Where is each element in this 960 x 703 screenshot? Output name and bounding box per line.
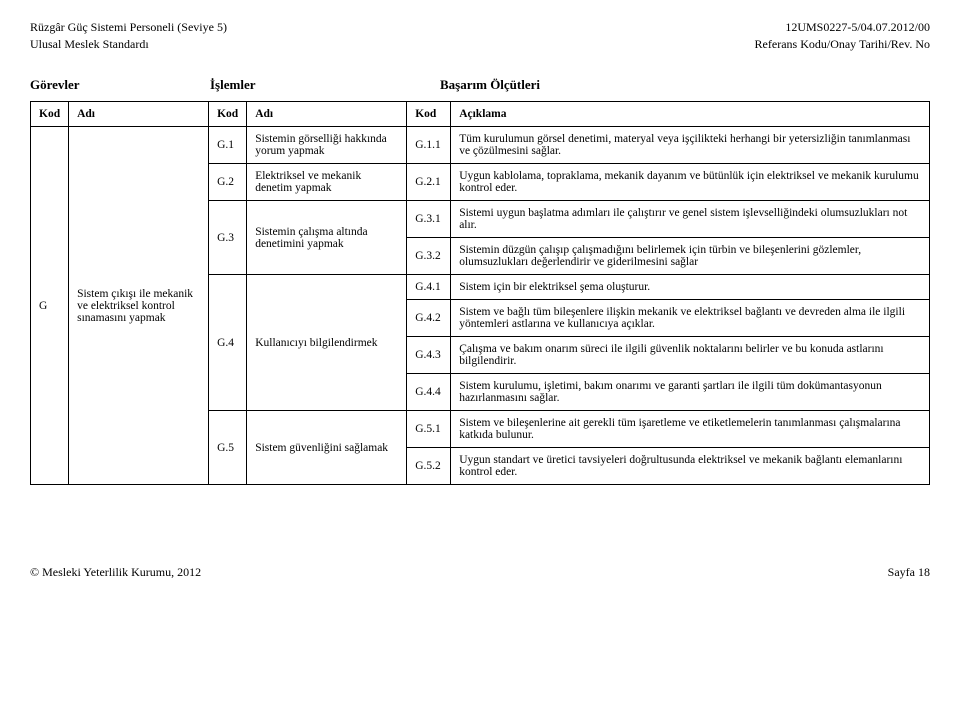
cell-olcu-kod: G.3.2 bbox=[407, 238, 451, 275]
header-left-line1: Rüzgâr Güç Sistemi Personeli (Seviye 5) bbox=[30, 20, 227, 35]
cell-olcu-kod: G.1.1 bbox=[407, 127, 451, 164]
cell-olcu-text: Uygun kablolama, topraklama, mekanik day… bbox=[451, 164, 930, 201]
page-header: Rüzgâr Güç Sistemi Personeli (Seviye 5) … bbox=[30, 20, 930, 52]
heading-islemler: İşlemler bbox=[210, 77, 440, 93]
cell-olcu-kod: G.4.4 bbox=[407, 374, 451, 411]
cell-islem-kod: G.4 bbox=[209, 275, 247, 411]
cell-olcu-text: Tüm kurulumun görsel denetimi, materyal … bbox=[451, 127, 930, 164]
cell-olcu-kod: G.2.1 bbox=[407, 164, 451, 201]
cell-olcu-kod: G.5.1 bbox=[407, 411, 451, 448]
cell-olcu-kod: G.4.1 bbox=[407, 275, 451, 300]
cell-olcu-kod: G.4.2 bbox=[407, 300, 451, 337]
cell-islem-adi: Sistem güvenliğini sağlamak bbox=[247, 411, 407, 485]
header-right-line2: Referans Kodu/Onay Tarihi/Rev. No bbox=[755, 37, 930, 52]
cell-olcu-text: Sistemin düzgün çalışıp çalışmadığını be… bbox=[451, 238, 930, 275]
table-header-row: Kod Adı Kod Adı Kod Açıklama bbox=[31, 102, 930, 127]
cell-islem-adi: Sistemin görselliği hakkında yorum yapma… bbox=[247, 127, 407, 164]
cell-islem-adi: Sistemin çalışma altında denetimini yapm… bbox=[247, 201, 407, 275]
footer-right: Sayfa 18 bbox=[888, 565, 930, 580]
cell-olcu-kod: G.5.2 bbox=[407, 448, 451, 485]
cell-islem-kod: G.1 bbox=[209, 127, 247, 164]
th-adi-2: Adı bbox=[247, 102, 407, 127]
footer-left: © Mesleki Yeterlilik Kurumu, 2012 bbox=[30, 565, 201, 580]
table-row: G Sistem çıkışı ile mekanik ve elektriks… bbox=[31, 127, 930, 164]
criteria-table: Kod Adı Kod Adı Kod Açıklama G Sistem çı… bbox=[30, 101, 930, 485]
th-adi-1: Adı bbox=[69, 102, 209, 127]
page-footer: © Mesleki Yeterlilik Kurumu, 2012 Sayfa … bbox=[30, 565, 930, 580]
cell-islem-kod: G.2 bbox=[209, 164, 247, 201]
cell-olcu-text: Sistem ve bağlı tüm bileşenlere ilişkin … bbox=[451, 300, 930, 337]
th-kod-1: Kod bbox=[31, 102, 69, 127]
heading-basarim: Başarım Ölçütleri bbox=[440, 77, 930, 93]
cell-olcu-text: Uygun standart ve üretici tavsiyeleri do… bbox=[451, 448, 930, 485]
cell-gorev-adi: Sistem çıkışı ile mekanik ve elektriksel… bbox=[69, 127, 209, 485]
cell-islem-adi: Elektriksel ve mekanik denetim yapmak bbox=[247, 164, 407, 201]
cell-islem-kod: G.5 bbox=[209, 411, 247, 485]
header-right-line1: 12UMS0227-5/04.07.2012/00 bbox=[785, 20, 930, 35]
cell-olcu-text: Sistemi uygun başlatma adımları ile çalı… bbox=[451, 201, 930, 238]
cell-islem-adi: Kullanıcıyı bilgilendirmek bbox=[247, 275, 407, 411]
header-left-line2: Ulusal Meslek Standardı bbox=[30, 37, 149, 52]
cell-gorev-kod: G bbox=[31, 127, 69, 485]
section-headings: Görevler İşlemler Başarım Ölçütleri bbox=[30, 77, 930, 93]
cell-olcu-text: Çalışma ve bakım onarım süreci ile ilgil… bbox=[451, 337, 930, 374]
cell-olcu-text: Sistem ve bileşenlerine ait gerekli tüm … bbox=[451, 411, 930, 448]
cell-olcu-text: Sistem kurulumu, işletimi, bakım onarımı… bbox=[451, 374, 930, 411]
cell-olcu-text: Sistem için bir elektriksel şema oluştur… bbox=[451, 275, 930, 300]
cell-islem-kod: G.3 bbox=[209, 201, 247, 275]
heading-gorevler: Görevler bbox=[30, 77, 210, 93]
th-kod-2: Kod bbox=[209, 102, 247, 127]
th-aciklama: Açıklama bbox=[451, 102, 930, 127]
th-kod-3: Kod bbox=[407, 102, 451, 127]
cell-olcu-kod: G.4.3 bbox=[407, 337, 451, 374]
cell-olcu-kod: G.3.1 bbox=[407, 201, 451, 238]
